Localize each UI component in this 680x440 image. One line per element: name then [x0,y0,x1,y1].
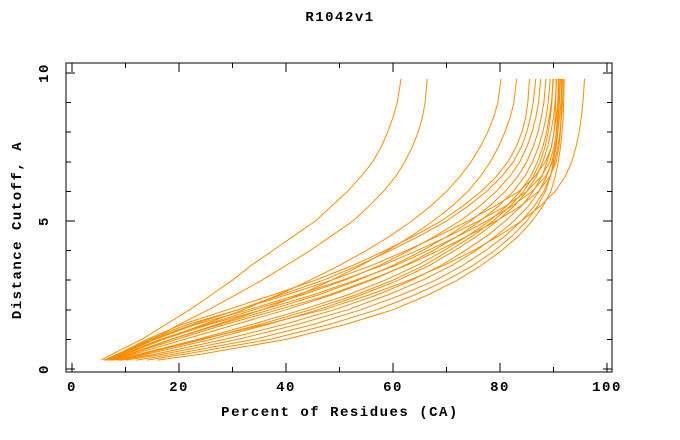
y-tick-label: 0 [37,364,53,374]
x-tick-label: 100 [592,380,622,396]
model-curve [110,78,547,361]
model-curve [125,78,563,361]
model-curve [114,78,554,361]
x-axis-label: Percent of Residues (CA) [221,405,459,421]
x-tick-label: 80 [490,380,510,396]
model-curve [103,78,428,361]
model-curve [122,78,554,361]
chart-title: R1042v1 [305,10,375,26]
x-tick-label: 60 [383,380,403,396]
model-curve [118,78,586,361]
model-curve [112,78,551,361]
model-curve [109,78,502,361]
model-curve [111,78,518,361]
model-curve [136,78,564,361]
model-curve [101,78,402,361]
x-tick-label: 20 [169,380,189,396]
y-tick-label: 5 [37,216,53,226]
x-tick-label: 40 [276,380,296,396]
model-curve [120,78,560,361]
model-curve [108,78,542,361]
x-tick-label: 0 [67,380,77,396]
y-tick-label: 10 [37,63,53,83]
model-curve [107,78,559,361]
model-curve [106,78,537,361]
model-curve [109,78,560,361]
model-curve [157,78,565,361]
model-curve [105,78,557,361]
model-curve [146,78,561,361]
model-curve [104,78,530,361]
